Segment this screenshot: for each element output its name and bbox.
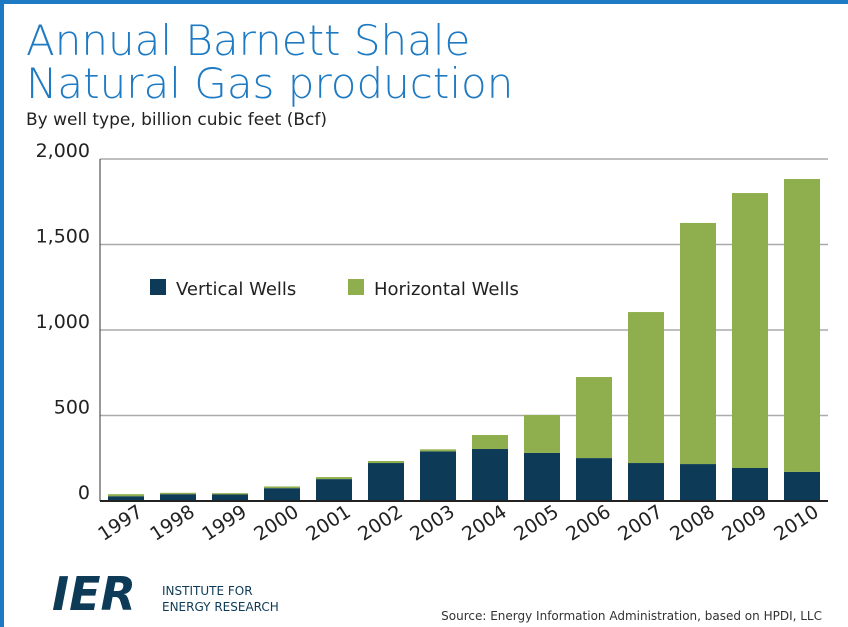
- x-tick-label: 1997: [94, 501, 147, 546]
- legend-swatch: [348, 279, 364, 295]
- chart-title: Natural Gas production: [26, 59, 513, 108]
- legend-label: Horizontal Wells: [374, 279, 519, 300]
- bar-segment: [628, 463, 664, 501]
- bar-segment: [160, 492, 196, 495]
- bar-segment: [420, 449, 456, 452]
- x-tick-label: 2004: [458, 501, 511, 546]
- x-tick-label: 2009: [718, 501, 771, 546]
- logo-name: ENERGY RESEARCH: [162, 600, 279, 614]
- bar-segment: [472, 434, 508, 450]
- x-tick-label: 1999: [198, 501, 251, 546]
- bar-segment: [368, 460, 404, 464]
- logo-mark: IER: [52, 567, 136, 621]
- x-tick-label: 2006: [562, 501, 615, 546]
- y-tick-label: 1,500: [36, 226, 90, 248]
- y-tick-label: 1,000: [36, 311, 90, 333]
- x-tick-label: 2002: [354, 501, 407, 546]
- bar-segment: [420, 451, 456, 501]
- bar-segment: [264, 486, 300, 489]
- bar-segment: [576, 458, 612, 501]
- bar-segment: [680, 464, 716, 501]
- legend-swatch: [150, 279, 166, 295]
- bar-segment: [212, 494, 248, 501]
- bar-segment: [732, 467, 768, 501]
- legend-label: Vertical Wells: [176, 279, 296, 300]
- y-tick-label: 2,000: [36, 140, 90, 162]
- x-tick-label: 2010: [770, 501, 823, 546]
- x-tick-label: 2003: [406, 501, 459, 546]
- bar-segment: [160, 494, 196, 501]
- bar-segment: [524, 452, 560, 501]
- bar-segment: [732, 193, 768, 468]
- chart-title: Annual Barnett Shale: [26, 16, 470, 65]
- bar-segment: [316, 479, 352, 501]
- bar-segment: [108, 494, 144, 497]
- y-tick-label: 0: [78, 482, 90, 504]
- bar-segment: [680, 222, 716, 465]
- bar-segment: [212, 493, 248, 495]
- bar-segment: [784, 471, 820, 501]
- bar-segment: [524, 414, 560, 453]
- x-tick-label: 2000: [250, 501, 303, 546]
- x-tick-label: 2008: [666, 501, 719, 546]
- logo-name: INSTITUTE FOR: [162, 584, 253, 598]
- x-tick-label: 2001: [302, 501, 355, 546]
- chart-subtitle: By well type, billion cubic feet (Bcf): [26, 110, 327, 130]
- bar-segment: [368, 463, 404, 501]
- bar-segment: [576, 377, 612, 459]
- x-tick-label: 2007: [614, 501, 667, 546]
- x-tick-label: 2005: [510, 501, 563, 546]
- bar-segment: [472, 449, 508, 501]
- x-tick-label: 1998: [146, 501, 199, 546]
- bar-segment: [784, 179, 820, 472]
- bar-segment: [316, 477, 352, 480]
- y-tick-label: 500: [54, 397, 90, 419]
- bar-segment: [628, 312, 664, 464]
- source-note: Source: Energy Information Administratio…: [441, 609, 822, 623]
- bar-segment: [108, 496, 144, 501]
- bar-segment: [264, 488, 300, 501]
